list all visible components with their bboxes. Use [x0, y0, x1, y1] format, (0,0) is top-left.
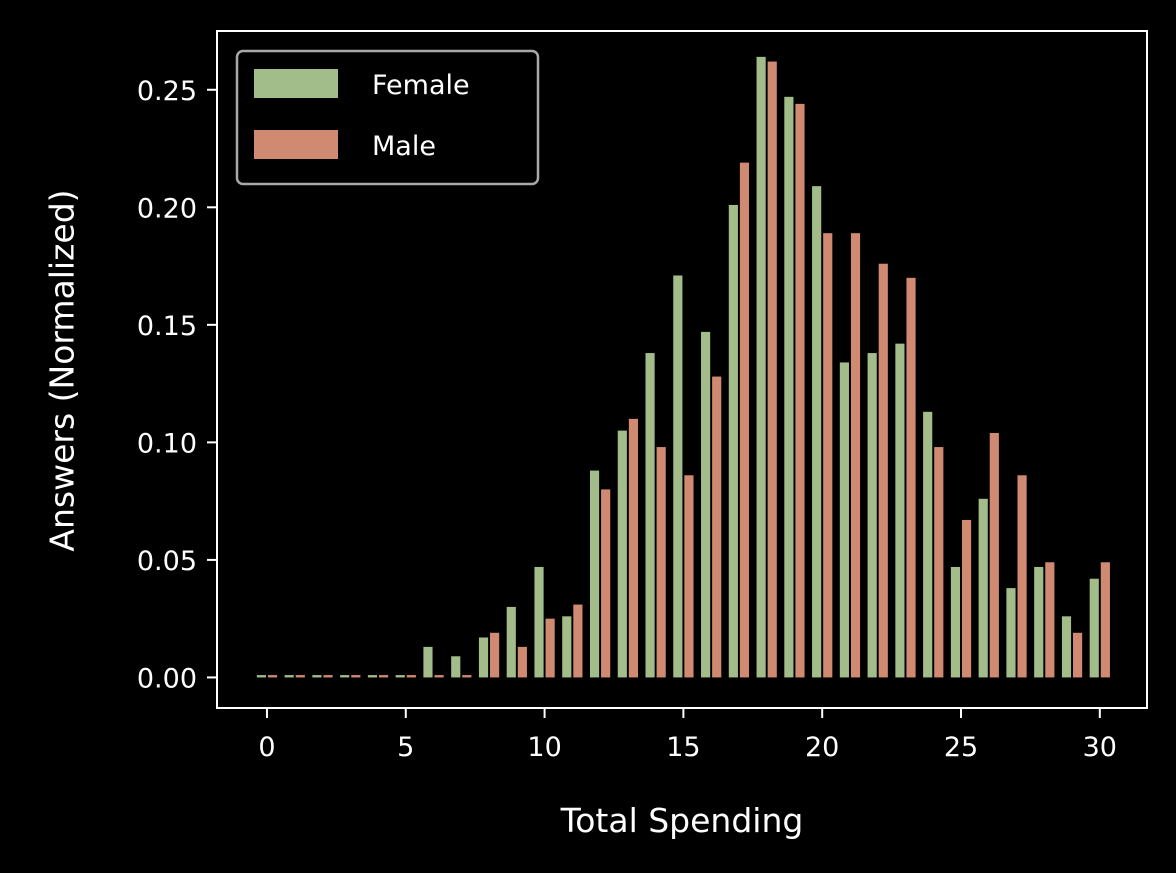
bar-male-20	[823, 233, 833, 678]
bar-female-28	[1034, 566, 1044, 678]
bar-male-29	[1073, 632, 1083, 678]
bar-male-1	[295, 675, 305, 678]
bar-male-23	[906, 277, 916, 678]
bar-female-9	[506, 606, 516, 678]
bar-male-12	[601, 489, 611, 678]
bar-female-16	[701, 331, 711, 678]
legend-swatch-female	[254, 69, 338, 98]
bar-female-14	[645, 353, 655, 678]
bar-male-30	[1100, 562, 1110, 678]
y-axis-label: Answers (Normalized)	[43, 189, 82, 551]
x-tick-label: 0	[258, 732, 275, 763]
x-axis-ticks: 0 5 10 15 20 25 30	[258, 708, 1117, 763]
bar-female-15	[673, 275, 683, 678]
bar-male-26	[989, 432, 999, 678]
bar-male-4	[378, 675, 389, 678]
x-axis-label: Total Spending	[560, 801, 804, 840]
bar-female-17	[728, 204, 738, 678]
bar-male-0	[267, 675, 278, 678]
bar-male-16	[712, 376, 722, 678]
bar-female-22	[867, 353, 877, 678]
bar-male-24	[934, 447, 944, 678]
bar-male-18	[767, 61, 777, 678]
bar-female-6	[423, 646, 433, 678]
y-tick-label: 0.00	[137, 663, 197, 694]
bar-male-5	[406, 675, 416, 678]
bar-male-3	[351, 675, 361, 678]
y-tick-label: 0.10	[137, 428, 197, 459]
bar-male-14	[656, 447, 666, 678]
legend: Female Male	[235, 49, 540, 186]
bar-male-17	[739, 162, 750, 678]
bar-female-24	[923, 411, 933, 678]
x-tick-label: 15	[666, 732, 700, 763]
bar-male-15	[684, 475, 694, 678]
bar-female-26	[978, 498, 988, 678]
x-tick-label: 5	[397, 732, 414, 763]
bar-female-13	[617, 430, 627, 678]
bar-male-25	[961, 519, 972, 678]
bar-female-4	[367, 675, 378, 678]
bar-female-7	[451, 656, 461, 678]
bar-male-7	[462, 675, 472, 678]
y-tick-label: 0.05	[137, 546, 197, 577]
bar-female-19	[784, 96, 794, 678]
bar-male-19	[795, 103, 805, 678]
bar-female-11	[562, 616, 572, 678]
bar-female-23	[895, 343, 905, 678]
bar-female-12	[589, 470, 600, 678]
bar-male-21	[850, 233, 861, 678]
bar-female-10	[534, 566, 544, 678]
bar-male-13	[628, 418, 638, 678]
x-tick-label: 10	[527, 732, 561, 763]
x-tick-label: 30	[1083, 732, 1117, 763]
y-axis-ticks: 0.00 0.05 0.10 0.15 0.20 0.25	[137, 76, 217, 694]
bar-male-6	[434, 675, 444, 678]
bar-female-21	[839, 362, 849, 678]
legend-label-female: Female	[372, 70, 470, 101]
bar-female-29	[1061, 616, 1072, 678]
bar-male-10	[545, 618, 555, 678]
bar-male-8	[490, 632, 500, 678]
bar-male-28	[1045, 562, 1055, 678]
y-tick-label: 0.15	[137, 311, 197, 342]
bars-group	[256, 56, 1110, 678]
bar-female-1	[284, 675, 294, 678]
bar-female-3	[340, 675, 350, 678]
bar-male-11	[573, 604, 583, 678]
x-tick-label: 20	[805, 732, 839, 763]
bar-female-30	[1089, 578, 1099, 678]
bar-female-18	[756, 56, 766, 678]
legend-swatch-male	[254, 130, 338, 159]
y-tick-label: 0.25	[137, 76, 197, 107]
bar-male-2	[323, 675, 333, 678]
y-tick-label: 0.20	[137, 193, 197, 224]
bar-male-22	[878, 263, 888, 678]
bar-male-27	[1017, 475, 1027, 678]
bar-female-0	[256, 675, 266, 678]
legend-label-male: Male	[372, 131, 436, 162]
plot-frame	[216, 30, 1148, 709]
bar-female-27	[1006, 588, 1016, 678]
x-tick-label: 25	[944, 732, 978, 763]
bar-female-2	[312, 675, 322, 678]
bar-female-8	[478, 637, 489, 678]
bar-female-25	[950, 566, 961, 678]
bar-female-5	[395, 675, 405, 678]
bar-female-20	[812, 186, 822, 678]
bar-male-9	[517, 646, 527, 678]
